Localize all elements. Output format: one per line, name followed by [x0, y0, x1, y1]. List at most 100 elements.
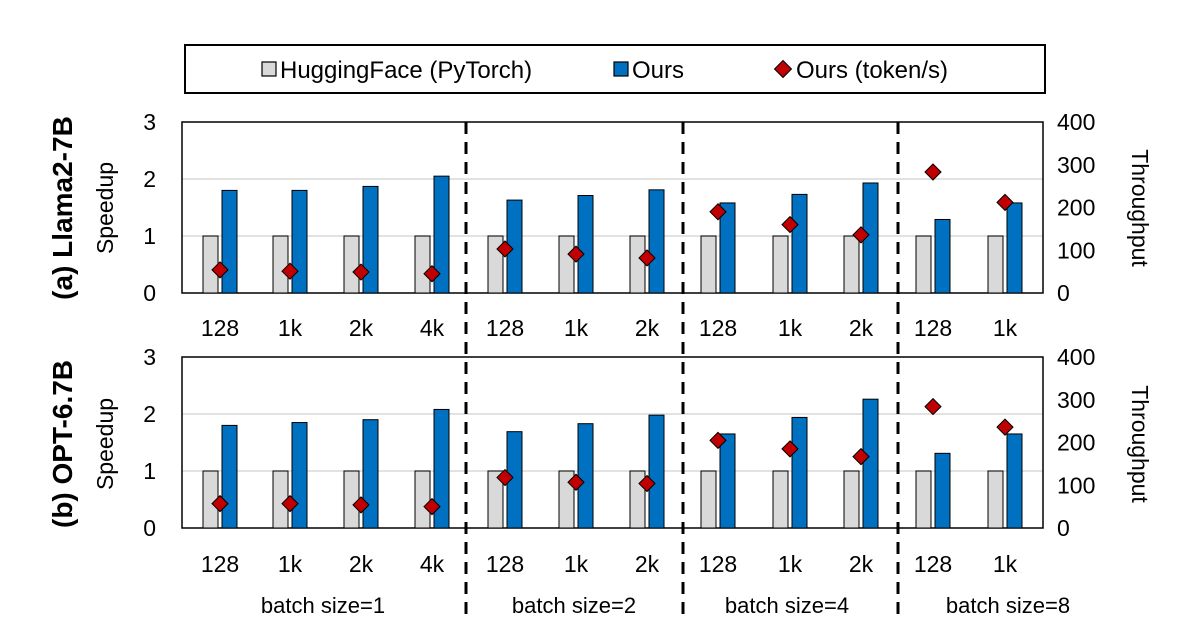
- batch-size-label: batch size=8: [946, 593, 1070, 618]
- x-tick-label: 2k: [849, 551, 874, 577]
- point-ours-token-per-s: [211, 494, 229, 513]
- y2-tick-label: 0: [1057, 515, 1070, 541]
- point-ours-token-per-s: [781, 215, 799, 234]
- bar-huggingface: [202, 235, 219, 294]
- bar-huggingface: [987, 235, 1004, 294]
- bar-huggingface: [629, 235, 646, 294]
- bar-ours: [362, 185, 379, 294]
- x-tick-label: 1k: [564, 315, 589, 341]
- legend-hf-swatch: [261, 61, 277, 77]
- x-tick-label: 1k: [993, 315, 1018, 341]
- x-tick-label: 2k: [349, 551, 374, 577]
- point-ours-token-per-s: [781, 440, 799, 458]
- bar-ours: [719, 433, 736, 529]
- bar-ours: [433, 175, 450, 294]
- y-tick-label: 0: [143, 515, 156, 541]
- legend-hf-label: HuggingFace (PyTorch): [280, 57, 532, 84]
- x-tick-label: 128: [486, 315, 524, 341]
- bar-huggingface: [700, 470, 717, 529]
- bar-huggingface: [558, 470, 575, 529]
- point-ours-token-per-s: [996, 418, 1014, 436]
- batch-size-labels: batch size=1 batch size=2 batch size=4 b…: [261, 593, 1070, 618]
- y-tick-label: 1: [143, 458, 156, 484]
- y2-tick-label: 300: [1057, 152, 1095, 178]
- y2-tick-label: 0: [1057, 280, 1070, 306]
- plot-area: [181, 121, 1044, 294]
- x-tick-label: 4k: [420, 551, 445, 577]
- y-tick-label: 2: [143, 166, 156, 192]
- y2-tick-label: 300: [1057, 387, 1095, 413]
- bar-huggingface: [843, 235, 860, 294]
- legend-ours-label: Ours: [632, 57, 684, 84]
- y-axis-label: Speedup: [92, 398, 118, 490]
- bar-ours: [433, 408, 450, 529]
- point-ours-token-per-s: [281, 262, 299, 280]
- bar-ours: [934, 218, 951, 294]
- point-ours-token-per-s: [423, 497, 441, 516]
- point-ours-token-per-s: [638, 474, 656, 493]
- bar-huggingface: [772, 470, 789, 529]
- bar-huggingface: [772, 235, 789, 294]
- bar-ours: [291, 422, 308, 529]
- y2-axis-label: Throughput: [1127, 149, 1153, 267]
- bar-huggingface: [487, 470, 504, 529]
- bar-huggingface: [414, 235, 431, 294]
- y-tick-label: 0: [143, 280, 156, 306]
- point-ours-token-per-s: [709, 431, 727, 450]
- legend: HuggingFace (PyTorch) Ours Ours (token/s…: [184, 44, 1046, 94]
- x-tick-label: 1k: [778, 315, 803, 341]
- y-tick-label: 1: [143, 223, 156, 249]
- panel-llama2-7b: (a) Llama2-7B Speedup Throughput 0 1 2 3 0 10…: [47, 109, 1153, 341]
- batch-size-label: batch size=1: [261, 593, 385, 618]
- x-tick-label: 128: [699, 315, 737, 341]
- bar-ours: [1006, 202, 1023, 294]
- point-ours-token-per-s: [567, 473, 585, 491]
- bar-huggingface: [915, 470, 932, 529]
- y2-axis-label: Throughput: [1127, 385, 1153, 503]
- x-tick-label: 2k: [635, 315, 660, 341]
- point-ours-token-per-s: [496, 468, 514, 487]
- y2-tick-label: 400: [1057, 109, 1095, 135]
- legend-ours-swatch: [613, 61, 629, 77]
- bar-ours: [862, 398, 879, 529]
- bar-huggingface: [915, 235, 932, 294]
- bar-ours: [934, 452, 951, 529]
- bar-ours: [577, 195, 594, 294]
- bar-ours: [1006, 433, 1023, 529]
- x-tick-label: 1k: [278, 551, 303, 577]
- y2-tick-label: 200: [1057, 195, 1095, 221]
- bar-ours: [648, 189, 665, 294]
- x-tick-label: 2k: [849, 315, 874, 341]
- point-ours-token-per-s: [638, 249, 656, 267]
- x-tick-label: 1k: [993, 551, 1018, 577]
- point-ours-token-per-s: [709, 203, 727, 221]
- x-tick-label: 4k: [420, 315, 445, 341]
- bar-huggingface: [843, 470, 860, 529]
- bar-ours: [291, 189, 308, 294]
- bar-huggingface: [272, 235, 289, 294]
- point-ours-token-per-s: [211, 261, 229, 279]
- y-tick-label: 3: [143, 344, 156, 370]
- bar-huggingface: [558, 235, 575, 294]
- bar-huggingface: [987, 470, 1004, 529]
- x-tick-label: 1k: [278, 315, 303, 341]
- bar-ours: [221, 189, 238, 294]
- point-ours-token-per-s: [852, 226, 870, 244]
- y2-tick-label: 400: [1057, 344, 1095, 370]
- bar-ours: [577, 423, 594, 529]
- point-ours-token-per-s: [924, 163, 942, 181]
- legend-tps-swatch: [773, 59, 793, 79]
- point-ours-token-per-s: [496, 240, 514, 258]
- y-tick-label: 2: [143, 401, 156, 427]
- bar-ours: [791, 416, 808, 529]
- panel-title: (b) OPT-6.7B: [47, 360, 78, 528]
- x-tick-label: 128: [486, 551, 524, 577]
- x-tick-label: 128: [201, 551, 239, 577]
- point-ours-token-per-s: [852, 447, 870, 466]
- bar-huggingface: [343, 235, 360, 294]
- bar-ours: [362, 419, 379, 529]
- bar-ours: [791, 193, 808, 294]
- point-ours-token-per-s: [567, 245, 585, 263]
- bar-huggingface: [700, 235, 717, 294]
- x-tick-label: 128: [699, 551, 737, 577]
